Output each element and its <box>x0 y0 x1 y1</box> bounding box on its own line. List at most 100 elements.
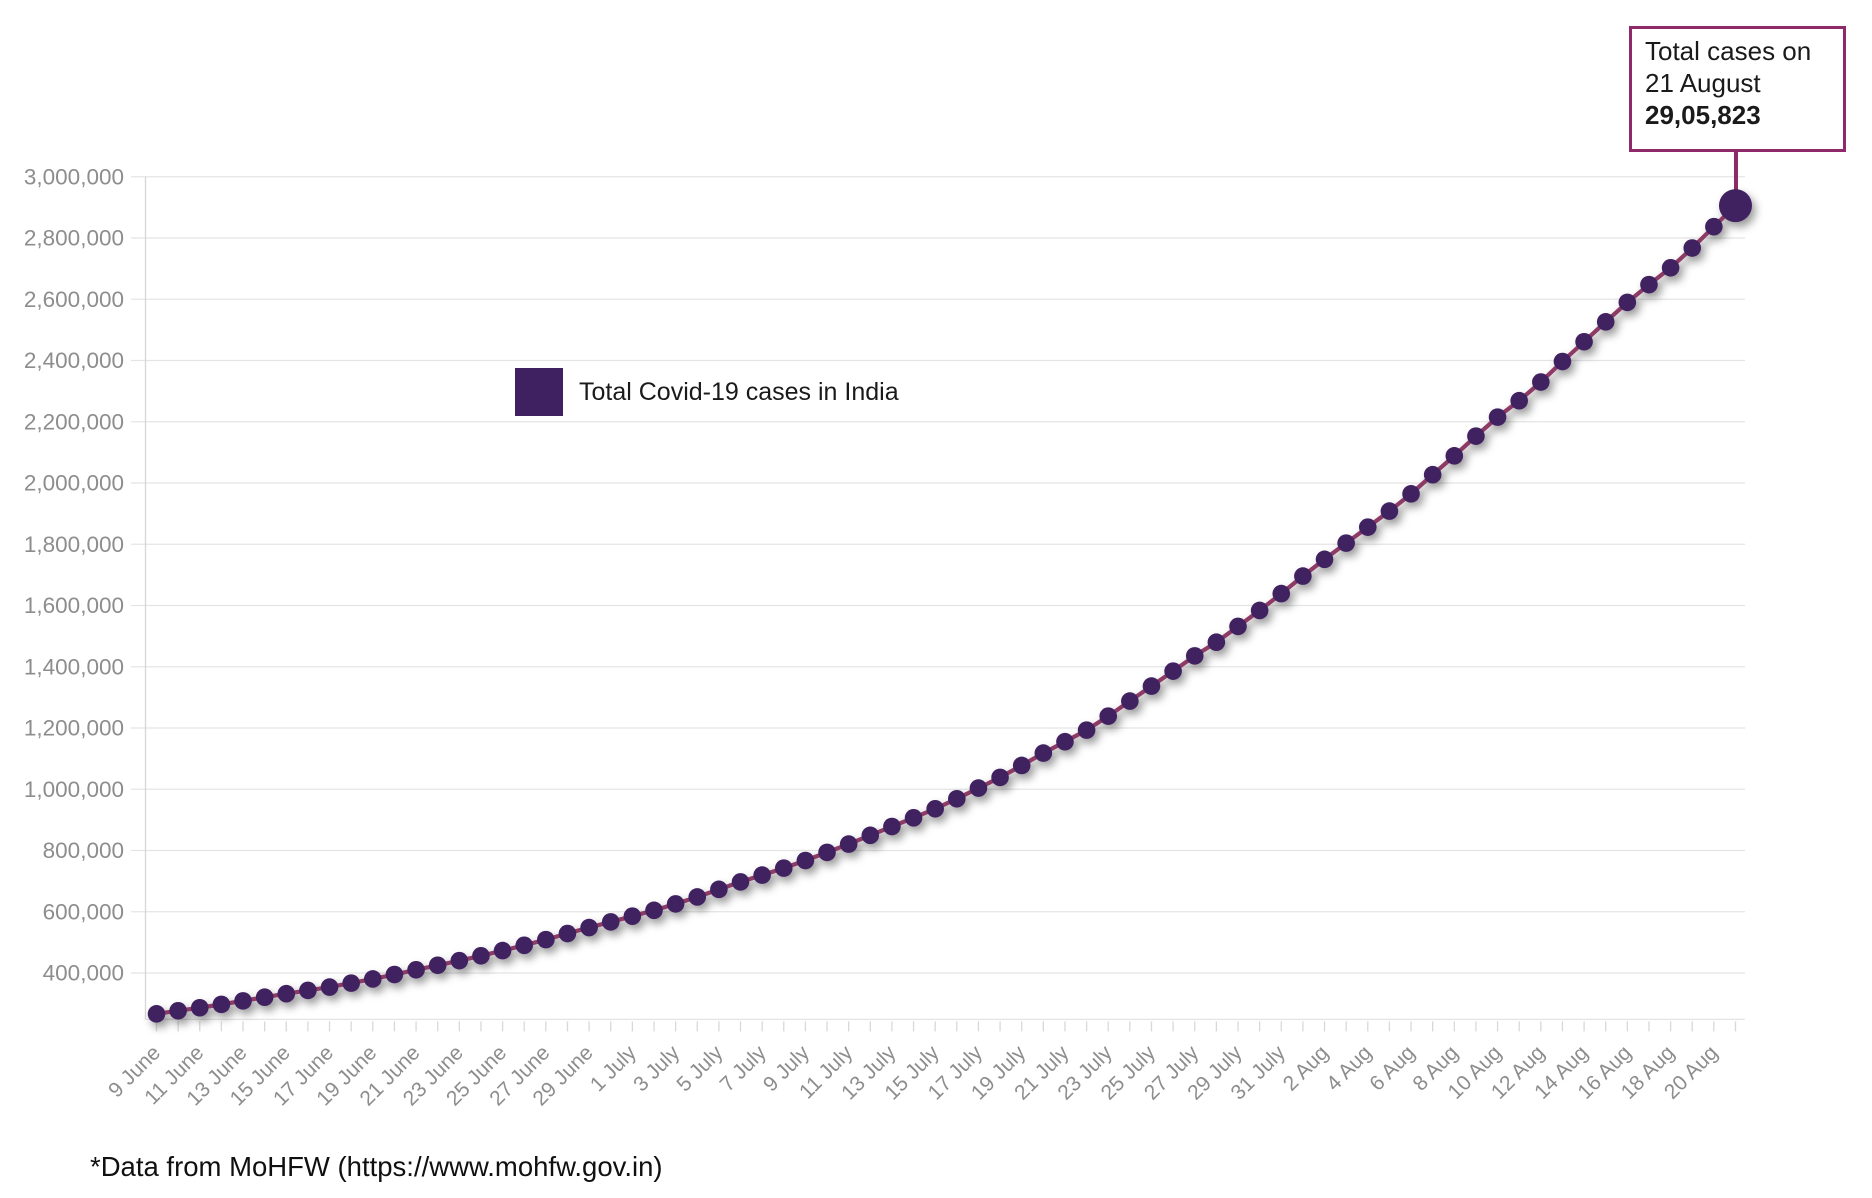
data-point <box>688 888 707 906</box>
y-axis-label: 800,000 <box>43 838 124 863</box>
data-point <box>190 998 209 1017</box>
y-axis-label: 1,400,000 <box>24 654 124 679</box>
x-axis-label: 6 Aug <box>1365 1041 1419 1095</box>
data-point <box>1618 293 1637 312</box>
data-point <box>926 799 944 818</box>
data-point <box>818 843 836 862</box>
data-point <box>948 789 966 808</box>
y-axis-label: 2,600,000 <box>24 287 124 312</box>
data-point <box>1164 662 1182 680</box>
legend-swatch <box>515 368 563 416</box>
data-point <box>1423 465 1442 484</box>
data-point <box>1380 502 1399 520</box>
data-point <box>472 946 490 965</box>
data-point <box>320 978 339 996</box>
data-point <box>774 859 793 877</box>
data-point <box>212 995 231 1014</box>
data-point <box>1467 427 1485 445</box>
footer-note: *Data from MoHFW (https://www.mohfw.gov.… <box>90 1151 663 1182</box>
data-point <box>904 809 923 827</box>
data-point <box>1142 677 1161 695</box>
data-point <box>1683 239 1702 257</box>
annotation-box: Total cases on 21 August 29,05,823 <box>1629 26 1846 152</box>
data-point <box>428 956 447 975</box>
legend: Total Covid-19 cases in India <box>515 368 899 416</box>
annotation-line1: Total cases on <box>1645 36 1812 66</box>
data-point <box>601 913 620 931</box>
data-point <box>234 992 252 1010</box>
data-point <box>1121 692 1139 710</box>
data-point <box>580 918 598 937</box>
data-point <box>537 930 555 949</box>
data-point <box>991 768 1009 787</box>
data-point <box>1596 313 1615 331</box>
data-point <box>1012 756 1031 775</box>
data-point <box>1337 534 1355 552</box>
data-point <box>1402 485 1420 503</box>
data-point <box>1532 373 1550 391</box>
data-point-highlight <box>1718 189 1752 223</box>
y-axis-labels: 400,000 600,000 800,000 1,000,000 1,200,000 1… <box>24 164 124 985</box>
y-axis-label: 3,000,000 <box>24 164 124 189</box>
y-axis-label: 400,000 <box>43 961 124 986</box>
data-point <box>1077 721 1096 739</box>
data-point <box>385 965 404 984</box>
data-point <box>1640 275 1658 294</box>
data-point <box>731 873 750 891</box>
data-point <box>839 835 858 853</box>
x-axis-label: 7 July <box>716 1041 771 1096</box>
data-point <box>342 974 360 992</box>
data-point <box>1661 258 1680 277</box>
y-axis-label: 2,200,000 <box>24 409 124 434</box>
data-point <box>1185 647 1204 665</box>
data-point <box>969 779 988 797</box>
data-point <box>1488 408 1507 426</box>
data-point <box>1575 332 1593 351</box>
data-point <box>147 1005 166 1023</box>
data-point <box>1272 584 1291 603</box>
data-point <box>1034 744 1053 762</box>
data-point <box>255 988 274 1007</box>
x-axis-label: 4 Aug <box>1322 1041 1376 1095</box>
data-point <box>796 851 815 870</box>
trend-line <box>156 204 1737 1016</box>
y-axis-label: 2,400,000 <box>24 348 124 373</box>
data-point <box>1553 352 1572 371</box>
data-point <box>515 936 534 955</box>
annotation-value: 29,05,823 <box>1645 100 1761 130</box>
data-point <box>1705 217 1723 236</box>
data-point <box>169 1002 187 1020</box>
x-axis-label: 3 July <box>629 1041 684 1096</box>
data-point <box>450 951 469 970</box>
data-point <box>1099 707 1118 725</box>
data-point <box>1294 567 1312 585</box>
y-axis-label: 2,800,000 <box>24 226 124 251</box>
data-point <box>883 817 901 836</box>
data-point <box>1250 601 1269 620</box>
x-axis-label: 1 July <box>586 1041 641 1096</box>
x-axis-label: 5 July <box>672 1041 727 1096</box>
y-axis-label: 1,600,000 <box>24 593 124 618</box>
data-point <box>1445 447 1464 465</box>
data-point <box>1229 617 1247 636</box>
data-point <box>364 970 382 988</box>
data-point <box>1056 732 1074 751</box>
legend-label: Total Covid-19 cases in India <box>579 377 899 406</box>
data-point <box>645 901 663 920</box>
data-point <box>753 866 771 884</box>
y-axis-label: 1,000,000 <box>24 777 124 802</box>
data-point <box>861 826 880 845</box>
gridlines <box>131 176 1745 974</box>
annotation-line2: 21 August <box>1645 68 1761 98</box>
data-point <box>1207 633 1226 652</box>
data-point <box>299 981 317 1000</box>
x-axis-ticks <box>155 1021 1737 1032</box>
y-axis-label: 1,200,000 <box>24 716 124 741</box>
data-point <box>407 961 425 979</box>
data-point <box>666 895 685 913</box>
y-axis-label: 2,000,000 <box>24 471 124 496</box>
data-point <box>493 941 512 960</box>
data-point <box>710 880 728 899</box>
